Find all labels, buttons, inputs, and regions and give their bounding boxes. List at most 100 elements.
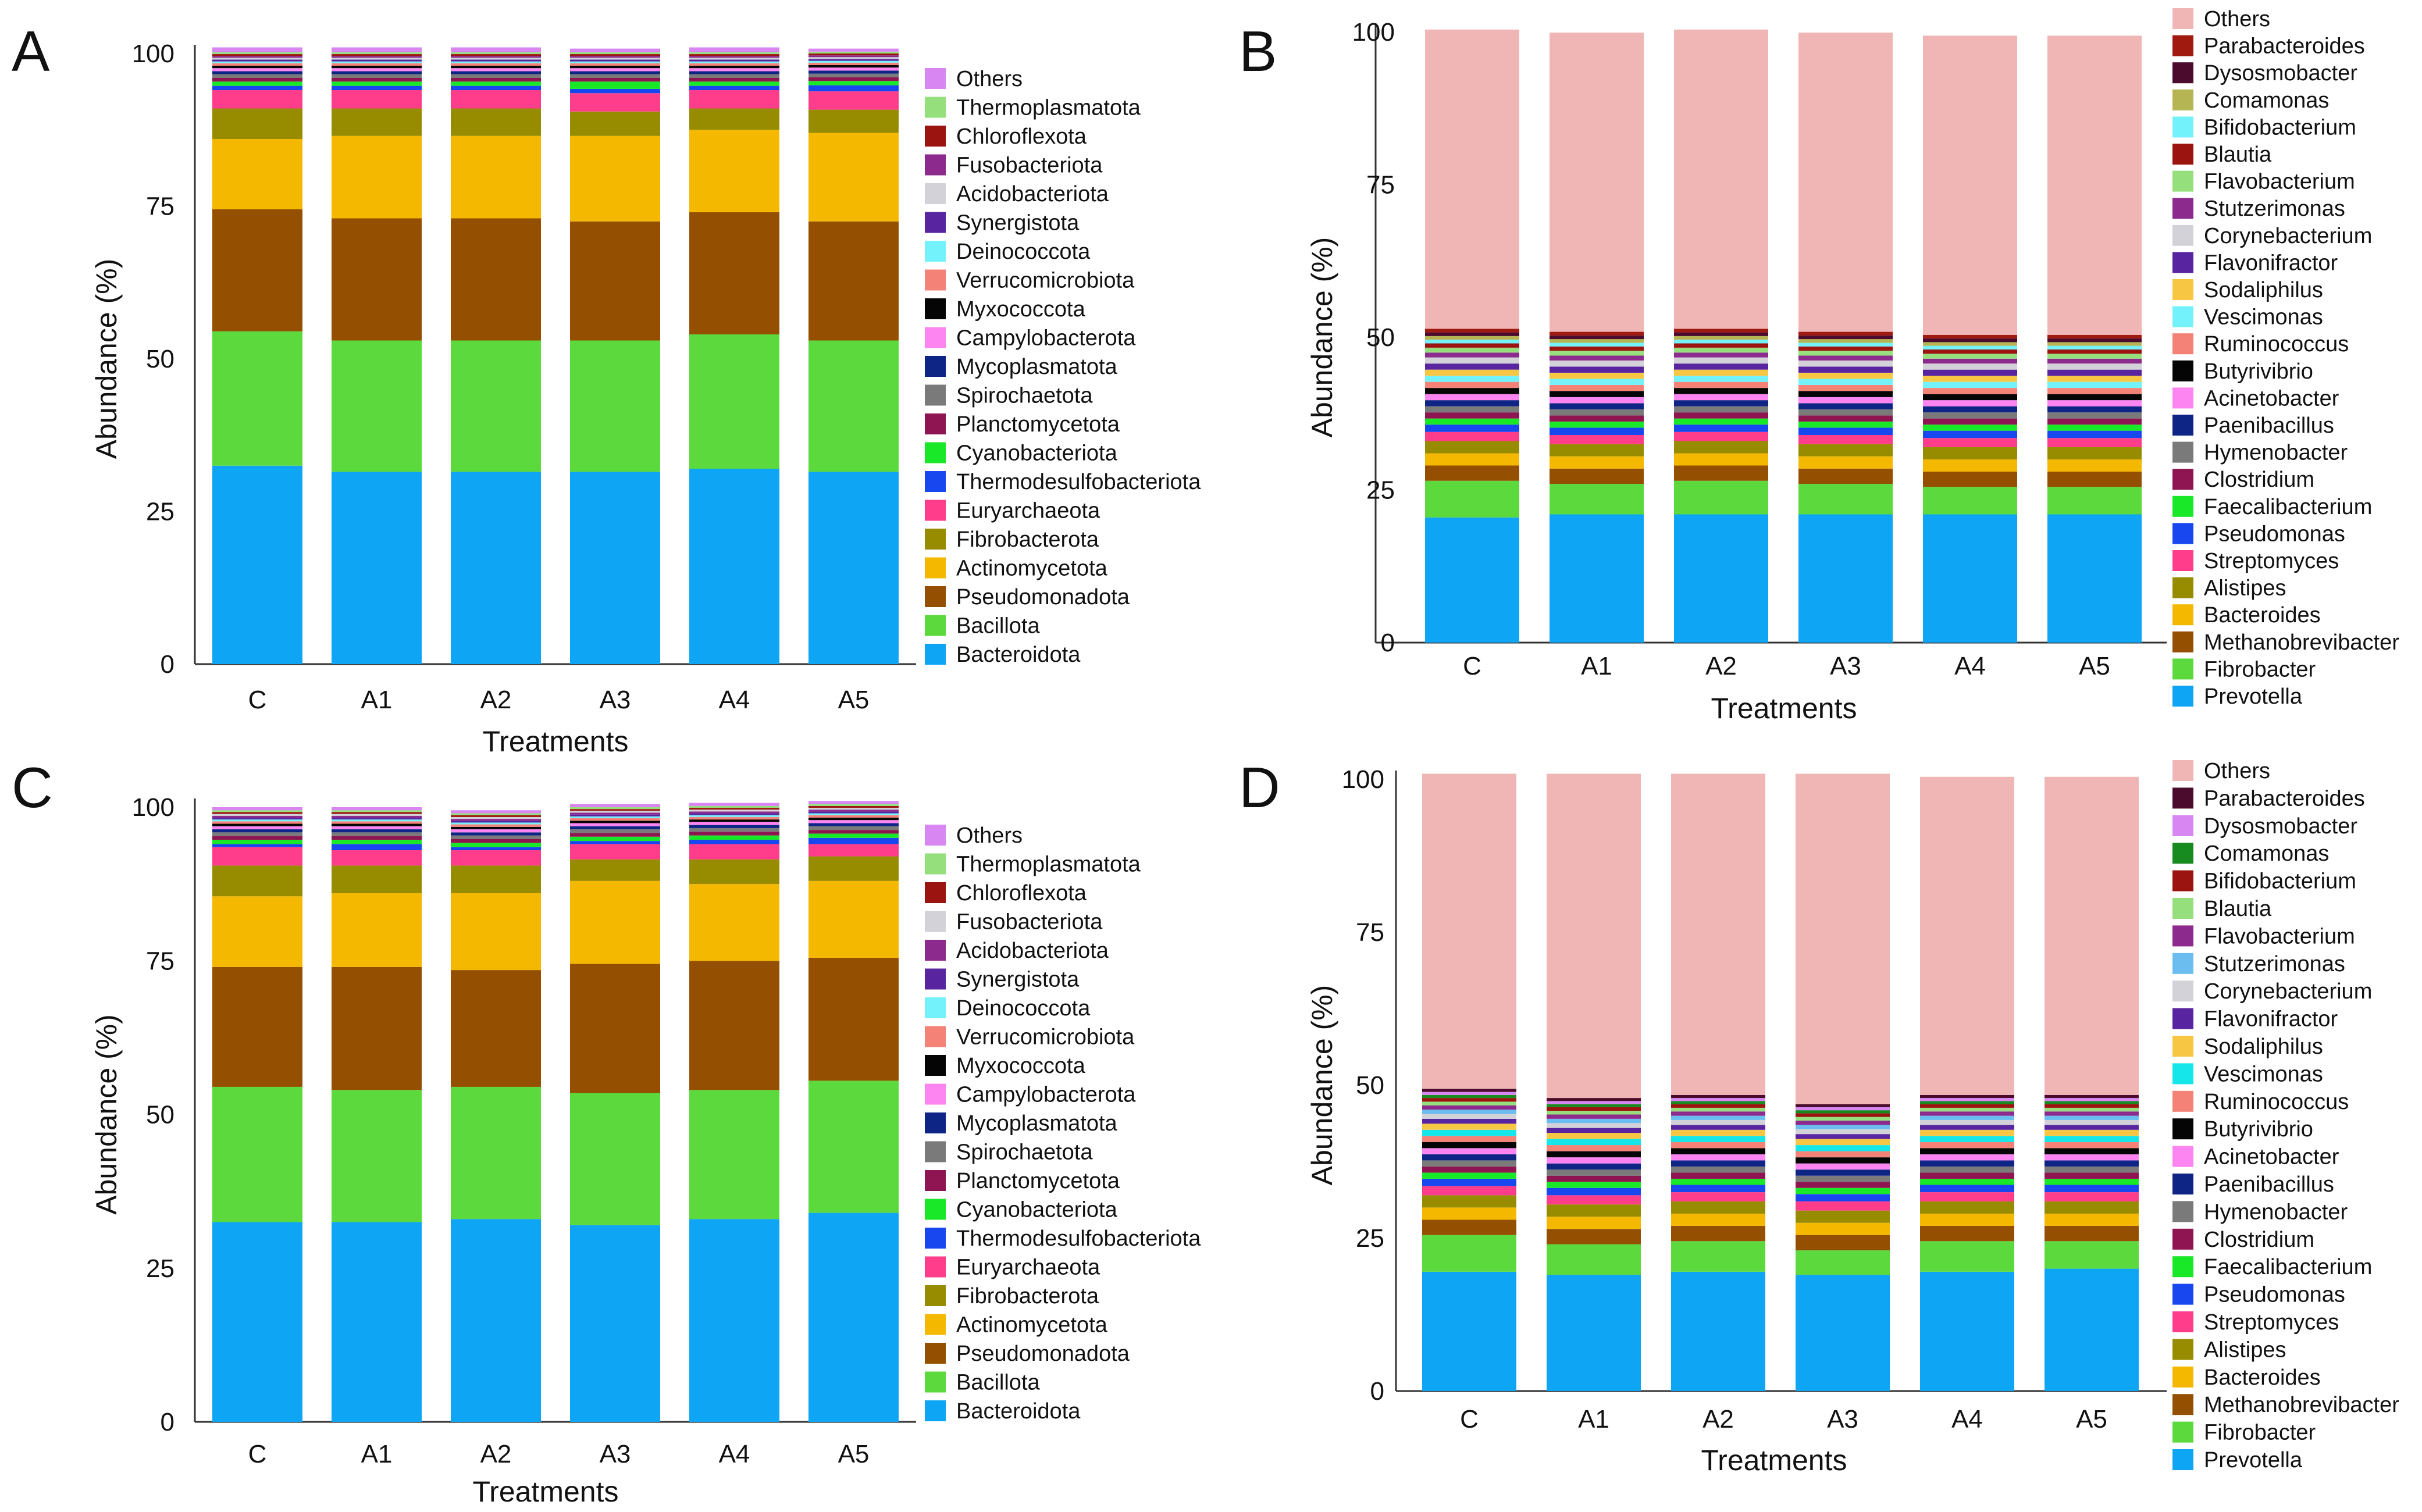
legend-swatch bbox=[2172, 252, 2193, 273]
bar-segment-fusobacteriota bbox=[212, 56, 302, 58]
legend-label: Bacteroidota bbox=[956, 1399, 1081, 1424]
bar-segment-flavonifractor bbox=[2047, 369, 2142, 376]
legend-label: Bacillota bbox=[956, 1371, 1040, 1395]
bar-segment-planctomycetota bbox=[808, 830, 899, 834]
bar-segment-butyrivibrio bbox=[1923, 394, 2017, 401]
bar-segment-spirochaetota bbox=[212, 832, 302, 836]
legend-label: Cyanobacteriota bbox=[956, 441, 1118, 466]
bar-segment-thermodesulfobacteriota bbox=[808, 85, 899, 92]
x-tick-label: A2 bbox=[480, 1440, 512, 1468]
bar-segment-bifidobacterium bbox=[1920, 1104, 2014, 1108]
bar-segment-actinomycetota bbox=[451, 135, 541, 219]
bar-segment-dysosmobacter bbox=[2047, 338, 2142, 343]
bar-segment-actinomycetota bbox=[570, 880, 660, 964]
bar-segment-sodaliphilus bbox=[1425, 369, 1519, 376]
bar-segment-faecalibacterium bbox=[1550, 421, 1644, 428]
bar-segment-verrucomicrobiota bbox=[689, 63, 779, 66]
bar-segment-hymenobacter bbox=[1923, 412, 2017, 419]
bar-segment-fibrobacterota bbox=[212, 865, 302, 897]
legend-swatch bbox=[2172, 1421, 2193, 1443]
legend-label: Methanobrevibacter bbox=[2204, 1393, 2399, 1417]
bar-segment-bacteroides bbox=[1550, 456, 1644, 469]
bar-segment-thermoplasmatota bbox=[689, 805, 779, 808]
legend-label: Parabacteroides bbox=[2204, 786, 2365, 811]
bar-segment-myxococcota bbox=[808, 817, 899, 821]
legend-swatch bbox=[925, 529, 946, 550]
bar-segment-fusobacteriota bbox=[808, 808, 899, 810]
bar-segment-flavonifractor bbox=[1550, 366, 1644, 373]
bar-segment-alistipes bbox=[1923, 447, 2017, 459]
bar-segment-flavobacterium bbox=[1547, 1114, 1641, 1119]
bar-segment-faecalibacterium bbox=[1796, 1188, 1890, 1194]
bar-segment-others bbox=[2045, 776, 2139, 1095]
bar-segment-cyanobacteriota bbox=[689, 835, 779, 840]
bar-segment-chloroflexota bbox=[212, 812, 302, 814]
bar-segment-methanobrevibacter bbox=[1547, 1229, 1641, 1244]
legend-label: Hymenobacter bbox=[2204, 441, 2348, 465]
bar-segment-bacteroides bbox=[1422, 1207, 1516, 1220]
x-axis-title: Treatments bbox=[1701, 1444, 1847, 1477]
bar-segment-spirochaetota bbox=[212, 74, 302, 78]
bar-segment-others bbox=[1923, 35, 2017, 335]
legend-swatch bbox=[925, 1371, 946, 1393]
bar-segment-methanobrevibacter bbox=[1798, 468, 1893, 484]
bar-segment-chloroflexota bbox=[451, 54, 541, 56]
bar-segment-faecalibacterium bbox=[1674, 418, 1768, 425]
legend-label: Fusobacteriota bbox=[956, 910, 1103, 935]
legend-label: Acidobacteriota bbox=[956, 182, 1109, 206]
bar-segment-euryarchaeota bbox=[689, 90, 779, 109]
legend-label: Chloroflexota bbox=[956, 124, 1087, 149]
legend-swatch bbox=[2172, 279, 2193, 300]
legend-label: Flavonifractor bbox=[2204, 1007, 2338, 1032]
legend-swatch bbox=[2172, 198, 2193, 219]
bar-segment-methanobrevibacter bbox=[2047, 472, 2142, 487]
bar-segment-deinococcota bbox=[451, 61, 541, 63]
bar-segment-fusobacteriota bbox=[451, 56, 541, 58]
y-tick-label: 0 bbox=[1381, 629, 1395, 657]
bar-segment-planctomycetota bbox=[212, 78, 302, 82]
bar-segment-acidobacteriota bbox=[570, 812, 660, 815]
bar-segment-bifidobacterium bbox=[1674, 340, 1768, 344]
bar-segment-paenibacillus bbox=[1671, 1160, 1765, 1167]
bar-segment-vescimonas bbox=[1920, 1136, 2014, 1142]
bar-segment-synergistota bbox=[332, 59, 422, 62]
x-tick-label: C bbox=[1463, 652, 1481, 680]
bar-segment-deinococcota bbox=[332, 61, 422, 63]
bar-segment-dysosmobacter bbox=[1923, 338, 2017, 343]
y-tick-label: 25 bbox=[1366, 476, 1395, 505]
bar-segment-fibrobacterota bbox=[689, 859, 779, 885]
legend-label: Acinetobacter bbox=[2204, 1145, 2339, 1169]
bar-segment-campylobacterota bbox=[808, 67, 899, 71]
legend-label: Butyrivibrio bbox=[2204, 1117, 2313, 1142]
bar-segment-clostridium bbox=[1920, 1172, 2014, 1179]
bar-segment-actinomycetota bbox=[332, 135, 422, 219]
bar-segment-fibrobacter bbox=[1920, 1241, 2014, 1272]
bar-segment-others bbox=[451, 47, 541, 52]
legend-swatch bbox=[2172, 144, 2193, 165]
bar-segment-pseudomonas bbox=[1422, 1178, 1516, 1186]
legend-swatch bbox=[2172, 170, 2193, 192]
legend-swatch bbox=[925, 557, 946, 579]
x-tick-label: A2 bbox=[1702, 1405, 1734, 1433]
bar-segment-sodaliphilus bbox=[2047, 376, 2142, 382]
legend-swatch bbox=[2172, 1283, 2193, 1305]
bar-segment-vescimonas bbox=[1547, 1139, 1641, 1146]
bar-segment-spirochaetota bbox=[689, 828, 779, 832]
bar-segment-comamonas bbox=[2045, 1101, 2139, 1104]
legend-label: Actinomycetota bbox=[956, 1313, 1108, 1338]
legend-swatch bbox=[2172, 306, 2193, 327]
x-tick-label: A4 bbox=[1951, 1405, 1983, 1433]
legend-swatch bbox=[2172, 1090, 2193, 1112]
bar-segment-verrucomicrobiota bbox=[570, 818, 660, 821]
legend-label: Mycoplasmatota bbox=[956, 355, 1118, 379]
bar-segment-acinetobacter bbox=[1923, 400, 2017, 406]
legend-swatch bbox=[925, 1083, 946, 1105]
bar-segment-ruminococcus bbox=[1674, 381, 1768, 388]
bar-segment-acidobacteriota bbox=[212, 815, 302, 818]
bar-segment-mycoplasmatota bbox=[451, 71, 541, 74]
bar-segment-others bbox=[1422, 773, 1516, 1089]
legend-label: Ruminococcus bbox=[2204, 332, 2349, 356]
bar-segment-verrucomicrobiota bbox=[332, 821, 422, 824]
legend-label: Spirochaetota bbox=[956, 1140, 1093, 1165]
legend-label: Bifidobacterium bbox=[2204, 869, 2356, 894]
